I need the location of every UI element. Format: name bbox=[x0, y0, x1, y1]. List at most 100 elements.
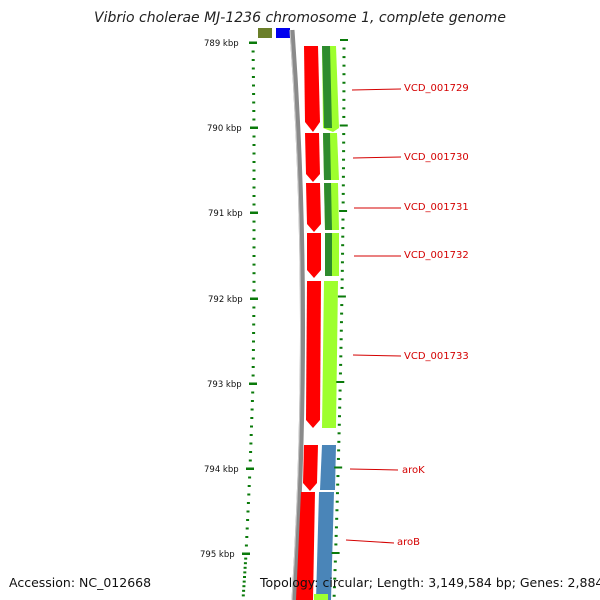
right-minor-tick bbox=[341, 244, 345, 247]
scale-label: 791 kbp bbox=[208, 209, 243, 219]
cds-feature[interactable] bbox=[303, 445, 318, 491]
minor-tick bbox=[252, 340, 255, 343]
right-minor-tick bbox=[342, 47, 346, 50]
minor-tick bbox=[243, 576, 246, 578]
right-minor-tick bbox=[333, 577, 337, 580]
right-minor-tick bbox=[342, 133, 346, 136]
right-major-tick bbox=[334, 466, 343, 469]
minor-tick bbox=[249, 434, 253, 436]
right-minor-tick bbox=[340, 286, 344, 289]
gene-label[interactable]: aroB bbox=[397, 537, 420, 548]
olive-feature[interactable] bbox=[258, 28, 272, 38]
minor-tick bbox=[242, 580, 246, 583]
scale-labels: 789 kbp 790 kbp 791 kbp 792 kbp 793 kbp … bbox=[200, 39, 243, 560]
major-tick bbox=[249, 41, 257, 44]
right-minor-tick bbox=[337, 423, 341, 426]
minor-tick bbox=[247, 493, 251, 496]
minor-tick bbox=[250, 400, 254, 402]
navy-feature[interactable] bbox=[276, 28, 290, 38]
right-minor-tick bbox=[337, 432, 341, 435]
gene-label[interactable]: VCD_001730 bbox=[404, 152, 469, 163]
cds-feature[interactable] bbox=[305, 133, 320, 182]
minor-tick bbox=[249, 451, 253, 453]
minor-tick bbox=[252, 323, 256, 326]
minor-tick bbox=[251, 50, 255, 53]
scale-label: 793 kbp bbox=[207, 380, 242, 390]
map-title: Vibrio cholerae MJ-1236 chromosome 1, co… bbox=[94, 10, 506, 26]
cds-feature[interactable] bbox=[307, 233, 321, 278]
gene-label[interactable]: VCD_001733 bbox=[404, 351, 469, 362]
right-major-tick bbox=[337, 295, 346, 298]
cds-feature[interactable] bbox=[304, 46, 320, 132]
gene-feature[interactable] bbox=[322, 281, 338, 428]
gene-feature-overlap[interactable] bbox=[325, 233, 332, 276]
gene-feature-overlap[interactable] bbox=[324, 183, 332, 230]
right-minor-tick bbox=[342, 150, 346, 153]
right-minor-tick bbox=[339, 338, 343, 341]
minor-tick bbox=[252, 84, 255, 87]
major-tick bbox=[250, 297, 258, 300]
minor-tick bbox=[251, 374, 255, 377]
minor-tick bbox=[252, 144, 256, 146]
cds-feature[interactable] bbox=[306, 183, 321, 232]
major-tick bbox=[246, 467, 254, 470]
right-minor-tick bbox=[339, 355, 343, 358]
right-minor-tick bbox=[341, 201, 345, 204]
gene-label[interactable]: VCD_001731 bbox=[404, 202, 469, 213]
leader-line bbox=[352, 156, 402, 159]
minor-tick bbox=[245, 527, 249, 530]
leader-line bbox=[345, 539, 395, 544]
minor-tick bbox=[251, 349, 255, 351]
minor-tick bbox=[252, 169, 256, 172]
right-minor-tick bbox=[340, 269, 344, 272]
major-tick bbox=[242, 552, 250, 555]
major-tick bbox=[249, 382, 257, 385]
right-minor-tick bbox=[337, 415, 341, 418]
gene-feature[interactable] bbox=[316, 492, 334, 600]
minor-tick bbox=[252, 246, 256, 249]
minor-tick bbox=[245, 536, 249, 538]
gene-label[interactable]: VCD_001732 bbox=[404, 250, 469, 261]
accession-text: Accession: NC_012668 bbox=[9, 575, 152, 590]
right-minor-tick bbox=[342, 98, 346, 101]
gene-label[interactable]: aroK bbox=[402, 465, 425, 476]
right-minor-tick bbox=[335, 509, 339, 512]
right-minor-tick bbox=[342, 107, 346, 110]
gene-feature[interactable] bbox=[320, 445, 336, 490]
minor-tick bbox=[252, 186, 256, 189]
minor-tick bbox=[251, 391, 255, 394]
minor-tick bbox=[247, 485, 251, 487]
minor-tick bbox=[252, 263, 256, 266]
minor-tick bbox=[252, 118, 256, 121]
minor-tick bbox=[243, 562, 247, 565]
minor-tick bbox=[246, 502, 250, 504]
minor-tick bbox=[252, 178, 256, 180]
gene-feature[interactable] bbox=[314, 594, 328, 600]
right-minor-tick bbox=[339, 329, 343, 332]
scale-label: 792 kbp bbox=[208, 295, 243, 305]
gene-label[interactable]: VCD_001729 bbox=[404, 83, 469, 94]
right-minor-tick bbox=[341, 184, 345, 187]
cds-feature[interactable] bbox=[306, 281, 321, 428]
scale-label: 790 kbp bbox=[207, 124, 242, 134]
cds-feature[interactable] bbox=[296, 492, 315, 600]
gene-feature-overlap[interactable] bbox=[323, 133, 331, 180]
minor-tick bbox=[252, 237, 256, 240]
genome-backbone-highlight bbox=[289, 29, 302, 600]
gene-track bbox=[314, 46, 339, 600]
minor-tick bbox=[252, 152, 256, 155]
leader-line bbox=[349, 468, 399, 471]
minor-tick bbox=[250, 417, 254, 419]
minor-tick bbox=[252, 272, 256, 275]
gene-feature-overlap[interactable] bbox=[322, 46, 332, 128]
minor-tick bbox=[242, 589, 246, 592]
minor-tick bbox=[252, 229, 256, 232]
scale-label: 789 kbp bbox=[204, 39, 239, 49]
top-features bbox=[258, 28, 290, 38]
minor-tick bbox=[252, 135, 256, 138]
right-minor-tick bbox=[334, 534, 338, 537]
minor-tick bbox=[244, 557, 248, 560]
minor-tick bbox=[246, 510, 250, 513]
right-minor-tick bbox=[336, 457, 340, 460]
